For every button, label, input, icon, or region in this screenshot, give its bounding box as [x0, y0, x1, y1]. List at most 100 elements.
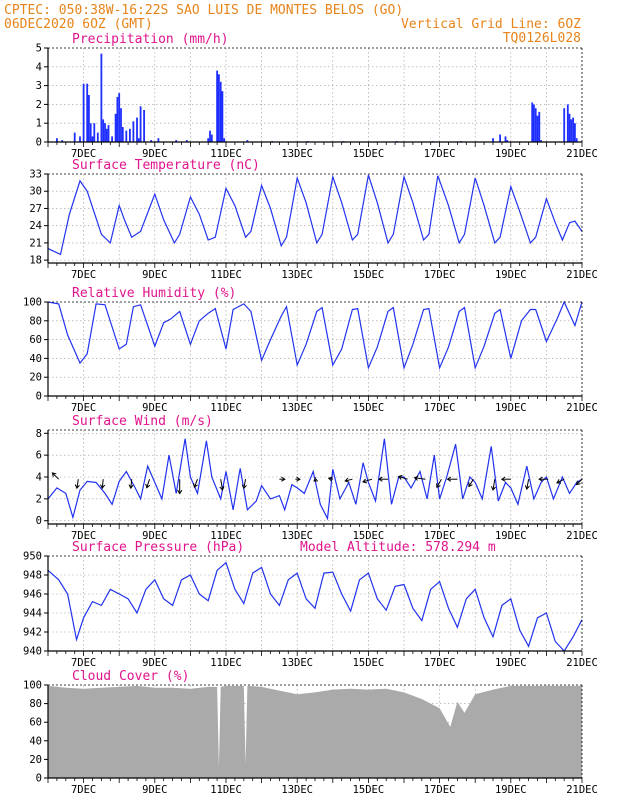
- surface-temperature-panel: Surface Temperature (nC) 18 21 24 27 30 33 7DEC…: [29, 158, 597, 281]
- precipitation-bar: [563, 108, 566, 142]
- surface-wind-vector-arrow: [413, 475, 426, 481]
- relative-humidity-xtick-label: 21DEC: [566, 402, 598, 414]
- surface-temperature-xtick-label: 15DEC: [353, 269, 385, 281]
- surface-wind-series-line: [47, 438, 583, 521]
- precipitation-bar: [221, 91, 224, 142]
- precipitation-bar: [129, 128, 131, 142]
- precipitation-panel: Precipitation (mm/h) 0 1 2 3 4 5 7DEC 9DEC 11DEC 1…: [36, 32, 598, 160]
- surface-wind-ytick-label: 6: [36, 450, 42, 462]
- surface-pressure-ytick-label: 946: [23, 589, 42, 601]
- relative-humidity-xtick-label: 11DEC: [210, 402, 242, 414]
- precipitation-bar: [157, 138, 160, 142]
- cloud-cover-area: [48, 685, 582, 778]
- surface-temperature-ytick-label: 33: [29, 169, 42, 181]
- surface-wind-ytick-label: 8: [36, 428, 42, 440]
- surface-pressure-xtick-label: 17DEC: [424, 657, 456, 669]
- surface-pressure-xtick-label: 15DEC: [353, 657, 385, 669]
- cloud-cover-ytick-label: 100: [23, 680, 42, 692]
- precipitation-ytick-label: 2: [36, 99, 42, 111]
- cloud-cover-xtick-label: 9DEC: [142, 784, 167, 796]
- precipitation-bar: [574, 123, 576, 142]
- surface-wind-xtick-label: 19DEC: [495, 530, 527, 542]
- cloud-cover-ytick-label: 40: [29, 735, 42, 747]
- relative-humidity-panel: Relative Humidity (%) 0 20 40 60 80 100 7DEC 9DE…: [23, 286, 598, 414]
- precipitation-bar: [61, 140, 64, 142]
- surface-wind-title: Surface Wind (m/s): [72, 414, 213, 429]
- surface-temperature-ytick-label: 21: [29, 237, 42, 249]
- surface-wind-xtick-label: 11DEC: [210, 530, 242, 542]
- relative-humidity-ytick-label: 0: [36, 391, 42, 403]
- precipitation-bar: [121, 127, 124, 142]
- surface-wind-vector-arrow: [128, 479, 134, 490]
- precipitation-bar: [56, 138, 58, 142]
- surface-temperature-ytick-label: 24: [29, 220, 42, 232]
- relative-humidity-ytick-label: 60: [29, 334, 42, 346]
- precipitation-bar: [506, 140, 509, 142]
- relative-humidity-ytick-label: 40: [29, 353, 42, 365]
- surface-temperature-title: Surface Temperature (nC): [72, 158, 260, 173]
- precipitation-bar: [207, 138, 210, 142]
- surface-pressure-xtick-label: 9DEC: [142, 657, 167, 669]
- surface-wind-vector-arrow: [327, 476, 333, 482]
- surface-wind-vector-arrow: [524, 479, 530, 491]
- relative-humidity-ytick-label: 20: [29, 372, 42, 384]
- relative-humidity-xtick-label: 19DEC: [495, 402, 527, 414]
- relative-humidity-xtick-label: 9DEC: [142, 402, 167, 414]
- surface-wind-vector-arrow: [51, 472, 60, 480]
- precipitation-bar: [116, 96, 119, 142]
- surface-pressure-series-line: [47, 561, 583, 652]
- precipitation-xtick-label: 17DEC: [424, 148, 456, 160]
- precipitation-bar: [575, 138, 578, 142]
- precipitation-xtick-label: 11DEC: [210, 148, 242, 160]
- surface-wind-vector-arrow: [575, 478, 583, 486]
- precipitation-bar: [102, 119, 105, 142]
- precipitation-bar: [534, 108, 537, 142]
- precipitation-bar: [504, 136, 507, 142]
- precipitation-bar: [114, 113, 117, 142]
- precipitation-bar: [246, 140, 249, 142]
- surface-wind-vector-arrow: [74, 479, 80, 490]
- precipitation-bar: [88, 95, 90, 142]
- precipitation-bar: [492, 138, 494, 142]
- precipitation-bar: [139, 106, 142, 142]
- relative-humidity-xtick-label: 13DEC: [281, 402, 313, 414]
- precipitation-bar: [89, 123, 92, 142]
- surface-wind-ytick-label: 4: [36, 472, 42, 484]
- relative-humidity-series-line: [47, 300, 583, 371]
- relative-humidity-ytick-label: 100: [23, 297, 42, 309]
- relative-humidity-xtick-label: 15DEC: [353, 402, 385, 414]
- surface-temperature-xtick-label: 13DEC: [281, 269, 313, 281]
- precipitation-bar: [105, 128, 108, 142]
- precipitation-bar: [572, 117, 574, 142]
- relative-humidity-title: Relative Humidity (%): [72, 286, 236, 301]
- surface-wind-vector-arrow: [344, 477, 353, 483]
- surface-wind-vector-arrow: [397, 474, 408, 480]
- precipitation-bar: [107, 125, 110, 142]
- precipitation-bar: [125, 130, 128, 142]
- surface-pressure-xtick-label: 7DEC: [71, 657, 96, 669]
- precipitation-bar: [223, 138, 226, 142]
- precipitation-xtick-label: 21DEC: [566, 148, 598, 160]
- surface-temperature-ytick-label: 30: [29, 186, 42, 198]
- surface-wind-vector-arrow: [362, 478, 373, 484]
- surface-pressure-ytick-label: 948: [23, 570, 42, 582]
- precipitation-bar: [185, 140, 188, 142]
- surface-wind-panel: Surface Wind (m/s) 0 2 4 6 8 7DEC 9DEC 11DEC 13DE…: [36, 414, 598, 542]
- precipitation-ytick-label: 3: [36, 80, 42, 92]
- surface-pressure-xtick-label: 21DEC: [566, 657, 598, 669]
- precipitation-bar: [175, 140, 178, 142]
- precipitation-bar: [86, 83, 89, 142]
- precipitation-ytick-label: 1: [36, 118, 42, 130]
- cloud-cover-title: Cloud Cover (%): [72, 669, 189, 684]
- surface-wind-vector-arrow: [241, 479, 247, 490]
- surface-pressure-ytick-label: 940: [23, 646, 42, 658]
- surface-wind-vector-arrow: [295, 476, 301, 482]
- precipitation-ytick-label: 5: [36, 43, 42, 55]
- precipitation-bar: [82, 83, 85, 142]
- surface-pressure-ytick-label: 950: [23, 551, 42, 563]
- surface-wind-vector-arrow: [313, 477, 319, 482]
- precipitation-xtick-label: 19DEC: [495, 148, 527, 160]
- precipitation-bar: [137, 138, 140, 142]
- surface-pressure-xtick-label: 19DEC: [495, 657, 527, 669]
